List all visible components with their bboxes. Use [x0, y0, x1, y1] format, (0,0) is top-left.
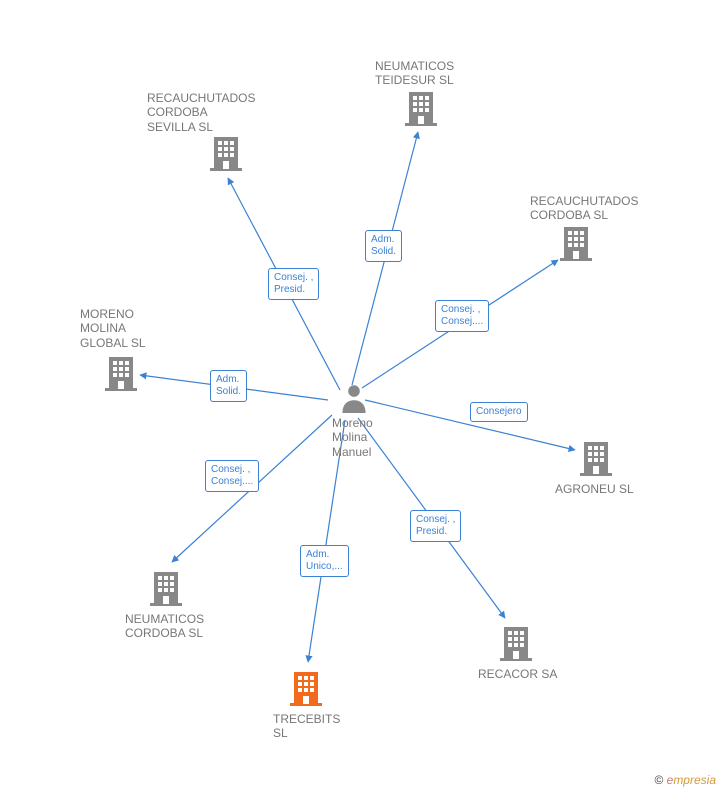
- company-node[interactable]: [580, 440, 612, 481]
- company-node[interactable]: [500, 625, 532, 666]
- edge-label: Adm. Solid.: [365, 230, 402, 262]
- copyright-symbol: ©: [654, 773, 663, 787]
- building-icon: [150, 570, 182, 606]
- edge-label: Adm. Solid.: [210, 370, 247, 402]
- company-node[interactable]: [405, 90, 437, 131]
- edge-label: Consej. , Presid.: [268, 268, 319, 300]
- center-person-node[interactable]: [340, 383, 368, 418]
- company-node[interactable]: [290, 670, 322, 711]
- company-label: TRECEBITS SL: [273, 712, 340, 741]
- company-node[interactable]: [210, 135, 242, 176]
- center-person-label: Moreno Molina Manuel: [332, 416, 373, 459]
- diagram-canvas: RECAUCHUTADOS CORDOBA SEVILLA SL NEUMATI…: [0, 0, 728, 795]
- brand-name: mpresia: [673, 773, 716, 787]
- edge-label: Consejero: [470, 402, 528, 422]
- building-icon: [500, 625, 532, 661]
- company-node[interactable]: [560, 225, 592, 266]
- person-icon: [340, 383, 368, 413]
- footer-credit: © empresia: [654, 773, 716, 787]
- company-node[interactable]: [105, 355, 137, 396]
- company-label: NEUMATICOS CORDOBA SL: [125, 612, 204, 641]
- company-label: RECACOR SA: [478, 667, 557, 681]
- edge-label: Consej. , Consej....: [205, 460, 259, 492]
- company-label: RECAUCHUTADOS CORDOBA SEVILLA SL: [147, 91, 255, 134]
- building-icon: [210, 135, 242, 171]
- building-icon: [560, 225, 592, 261]
- edge-label: Consej. , Consej....: [435, 300, 489, 332]
- building-icon: [290, 670, 322, 706]
- company-node[interactable]: [150, 570, 182, 611]
- building-icon: [105, 355, 137, 391]
- company-label: RECAUCHUTADOS CORDOBA SL: [530, 194, 638, 223]
- company-label: MORENO MOLINA GLOBAL SL: [80, 307, 146, 350]
- building-icon: [405, 90, 437, 126]
- edge-label: Adm. Unico,...: [300, 545, 349, 577]
- edge-label: Consej. , Presid.: [410, 510, 461, 542]
- company-label: AGRONEU SL: [555, 482, 634, 496]
- building-icon: [580, 440, 612, 476]
- company-label: NEUMATICOS TEIDESUR SL: [375, 59, 454, 88]
